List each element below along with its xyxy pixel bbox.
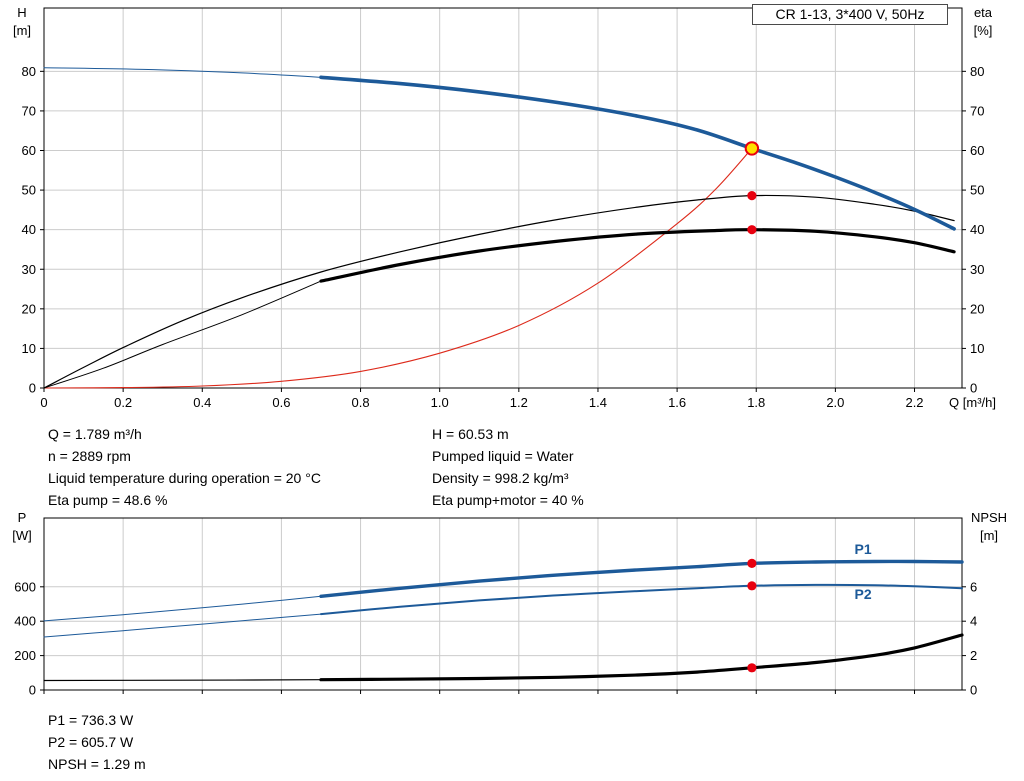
hq-gridlines [44, 8, 962, 388]
svg-text:0: 0 [40, 395, 47, 410]
head-curve-lead [43, 67, 322, 78]
svg-text:0: 0 [970, 381, 977, 396]
svg-text:30: 30 [970, 262, 984, 277]
svg-text:6: 6 [970, 579, 977, 594]
svg-text:1.8: 1.8 [747, 395, 765, 410]
svg-text:70: 70 [970, 103, 984, 118]
svg-text:80: 80 [970, 64, 984, 79]
svg-text:40: 40 [970, 222, 984, 237]
svg-text:60: 60 [970, 143, 984, 158]
svg-text:400: 400 [14, 614, 36, 629]
duty-point-info: Q = 1.789 m³/h n = 2889 rpm Liquid tempe… [48, 423, 584, 511]
eta-pump-motor-point-marker[interactable] [747, 225, 757, 235]
svg-text:0: 0 [29, 683, 36, 698]
eta-pump-motor-curve [319, 228, 956, 283]
svg-text:20: 20 [22, 301, 36, 316]
p1-point-marker[interactable] [747, 558, 757, 568]
info-p1: P1 = 736.3 W [48, 712, 134, 728]
info-liquid-temperature: Liquid temperature during operation = 20… [48, 470, 321, 486]
eta-pump-point-marker[interactable] [747, 191, 757, 201]
p2-point-marker[interactable] [747, 581, 757, 591]
svg-text:30: 30 [22, 262, 36, 277]
p2-curve [320, 583, 963, 616]
npsh-axis-title: NPSH [m] [958, 509, 1020, 545]
hq-eta-chart: 0 0.2 0.4 0.6 0.8 1.0 1.2 1.4 1.6 1.8 2.0 2.2 0 10 20 3… [22, 7, 996, 410]
p-axis-letter: P [17, 510, 27, 525]
svg-text:0.8: 0.8 [352, 395, 370, 410]
info-h: H = 60.53 m [432, 426, 509, 442]
duty-point-marker[interactable] [744, 141, 760, 156]
info-p2: P2 = 605.7 W [48, 734, 134, 750]
npsh-axis-letter: NPSH [970, 510, 1008, 525]
svg-text:10: 10 [22, 341, 36, 356]
duty-info-right-column: H = 60.53 m Pumped liquid = Water Densit… [432, 423, 584, 511]
svg-text:20: 20 [970, 301, 984, 316]
info-eta-pump: Eta pump = 48.6 % [48, 492, 168, 508]
info-npsh: NPSH = 1.29 m [48, 756, 146, 772]
info-q: Q = 1.789 m³/h [48, 426, 142, 442]
info-speed: n = 2889 rpm [48, 448, 131, 464]
svg-text:1.0: 1.0 [431, 395, 449, 410]
p-axis-unit: [W] [12, 528, 32, 543]
hq-axes: 0 0.2 0.4 0.6 0.8 1.0 1.2 1.4 1.6 1.8 2.0 2.2 0 10 20 3… [22, 7, 996, 410]
svg-text:40: 40 [22, 222, 36, 237]
svg-text:1.4: 1.4 [589, 395, 607, 410]
eta-axis-letter: eta [973, 5, 993, 20]
svg-text:0: 0 [970, 683, 977, 698]
p2-curve-lead [43, 613, 322, 638]
p-axis-title: P [W] [4, 509, 40, 545]
duty-info-left-column: Q = 1.789 m³/h n = 2889 rpm Liquid tempe… [48, 423, 432, 511]
svg-text:50: 50 [22, 183, 36, 198]
svg-text:4: 4 [970, 614, 977, 629]
info-eta-pump-motor: Eta pump+motor = 40 % [432, 492, 584, 508]
eta-pump-motor-lead [43, 280, 322, 389]
svg-text:60: 60 [22, 143, 36, 158]
p1-curve [319, 559, 964, 598]
svg-text:2: 2 [970, 648, 977, 663]
npsh-curve [319, 633, 964, 682]
npsh-curve-lead [43, 679, 322, 682]
eta-pump-curve [43, 194, 955, 389]
eta-axis-unit: [%] [973, 23, 993, 38]
svg-text:2.0: 2.0 [826, 395, 844, 410]
svg-text:1.6: 1.6 [668, 395, 686, 410]
pump-title-box: CR 1-13, 3*400 V, 50Hz [752, 4, 948, 25]
svg-text:0.2: 0.2 [114, 395, 132, 410]
h-axis-unit: [m] [12, 23, 32, 38]
p2-label: P2 [855, 586, 872, 602]
svg-text:50: 50 [970, 183, 984, 198]
eta-axis-title: eta [%] [962, 4, 1004, 40]
p1-curve-lead [43, 595, 322, 622]
info-pumped-liquid: Pumped liquid = Water [432, 448, 574, 464]
info-density: Density = 998.2 kg/m³ [432, 470, 569, 486]
svg-text:70: 70 [22, 103, 36, 118]
hq-curves [43, 67, 956, 389]
svg-text:1.2: 1.2 [510, 395, 528, 410]
svg-text:2.2: 2.2 [905, 395, 923, 410]
h-axis-letter: H [17, 5, 27, 20]
hq-markers [744, 141, 760, 235]
head-curve [319, 75, 956, 231]
svg-text:600: 600 [14, 579, 36, 594]
power-npsh-curves [43, 559, 964, 682]
power-npsh-markers: P1 P2 [747, 541, 872, 673]
svg-text:0: 0 [29, 381, 36, 396]
power-npsh-axes: 0 200 400 600 0 2 4 6 [14, 517, 977, 698]
svg-text:10: 10 [970, 341, 984, 356]
svg-text:0.6: 0.6 [272, 395, 290, 410]
power-npsh-chart: 0 200 400 600 0 2 4 6 P1 P2 [14, 517, 977, 698]
npsh-point-marker[interactable] [747, 663, 757, 673]
svg-text:0.4: 0.4 [193, 395, 211, 410]
power-npsh-info: P1 = 736.3 W P2 = 605.7 W NPSH = 1.29 m [48, 709, 146, 775]
x-axis-label: Q [m³/h] [949, 395, 996, 410]
svg-text:200: 200 [14, 648, 36, 663]
duty-system-curve [43, 147, 753, 389]
svg-text:80: 80 [22, 64, 36, 79]
power-npsh-gridlines [44, 518, 962, 690]
h-axis-title: H [m] [4, 4, 40, 40]
p1-label: P1 [855, 541, 872, 557]
npsh-axis-unit: [m] [979, 528, 999, 543]
